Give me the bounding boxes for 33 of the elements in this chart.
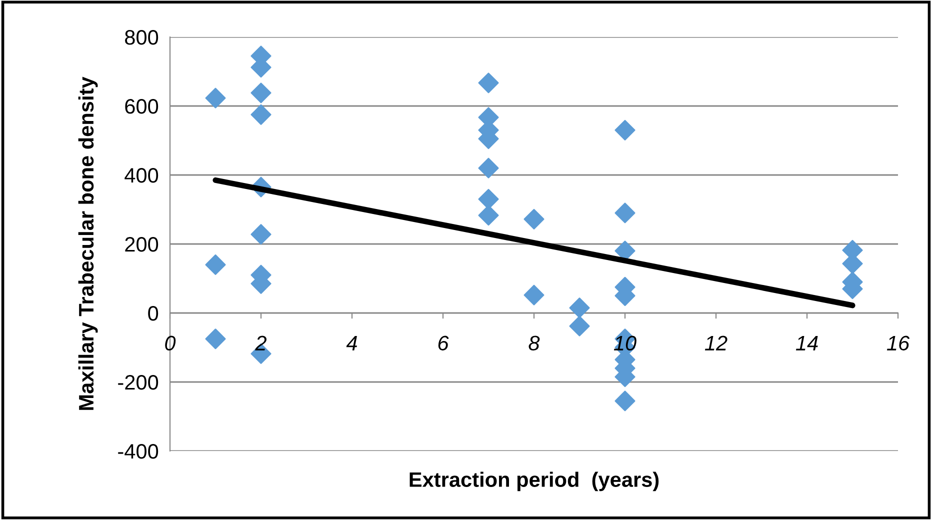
y-axis-title: Maxillary Trabecular bone density [78, 76, 98, 410]
point [524, 208, 544, 230]
x-tick-label: 6 [438, 336, 449, 351]
point [478, 158, 499, 178]
x-tick-label: 8 [528, 336, 540, 351]
y-tick-label: -400 [118, 444, 158, 459]
point [250, 82, 272, 104]
point [569, 316, 590, 336]
point [478, 205, 499, 226]
y-tick-label: 800 [125, 30, 158, 45]
x-tick-label: 4 [346, 336, 358, 350]
point [250, 224, 272, 245]
y-tick-label: 200 [125, 237, 158, 252]
x-tick-label: 16 [886, 336, 910, 351]
point [205, 254, 226, 275]
point [205, 328, 226, 350]
x-axis-title: Extraction period (years) [410, 472, 659, 492]
point [250, 104, 272, 125]
point [205, 88, 226, 108]
point [614, 390, 636, 412]
point [569, 298, 590, 318]
y-tick-label: 400 [124, 168, 158, 183]
point [614, 120, 636, 140]
x-tick-label: 12 [704, 336, 728, 350]
y-tick-label: 0 [148, 306, 158, 321]
point [478, 188, 499, 210]
point [478, 72, 499, 94]
y-tick-label: -200 [118, 375, 158, 390]
x-tick-label: 14 [796, 336, 818, 350]
x-tick-label: 0 [165, 336, 176, 351]
y-tick-label: 600 [125, 99, 158, 114]
point [524, 284, 544, 306]
point [614, 202, 636, 224]
